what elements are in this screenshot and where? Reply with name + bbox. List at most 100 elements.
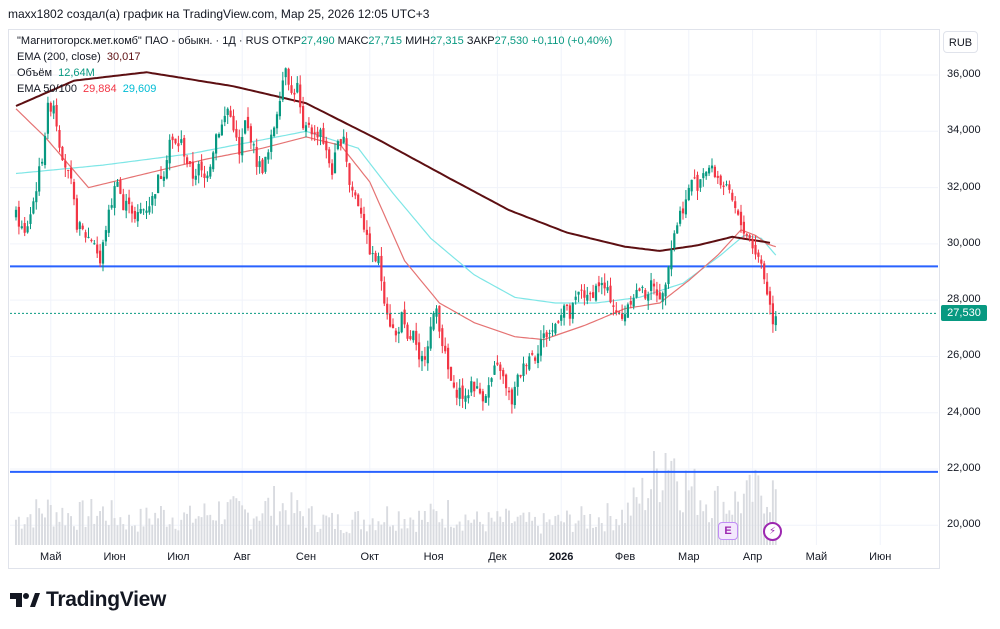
candle-body[interactable] — [510, 389, 513, 405]
candle-body[interactable] — [284, 68, 287, 78]
candle-body[interactable] — [310, 127, 313, 135]
candle-body[interactable] — [180, 139, 183, 143]
candle-body[interactable] — [505, 374, 508, 389]
candle-body[interactable] — [55, 104, 58, 127]
candle-body[interactable] — [52, 105, 55, 114]
candle-body[interactable] — [647, 294, 650, 301]
candle-body[interactable] — [623, 314, 627, 322]
candle-body[interactable] — [368, 233, 371, 255]
candle-body[interactable] — [64, 160, 67, 168]
candle-body[interactable] — [676, 225, 679, 234]
candle-body[interactable] — [638, 288, 641, 291]
candle-body[interactable] — [429, 326, 432, 349]
candle-body[interactable] — [655, 289, 658, 296]
candle-body[interactable] — [409, 336, 412, 340]
candle-body[interactable] — [194, 175, 197, 180]
candle-body[interactable] — [687, 187, 690, 200]
candle-body[interactable] — [673, 233, 676, 248]
candle-body[interactable] — [49, 103, 52, 112]
candle-body[interactable] — [110, 205, 113, 208]
candle-body[interactable] — [539, 339, 542, 356]
candle-body[interactable] — [70, 167, 73, 179]
candle-body[interactable] — [75, 198, 78, 230]
candle-body[interactable] — [476, 386, 479, 389]
candle-body[interactable] — [519, 374, 522, 377]
candle-body[interactable] — [583, 290, 586, 298]
candle-body[interactable] — [261, 159, 264, 174]
candle-body[interactable] — [107, 209, 110, 233]
candle-body[interactable] — [693, 177, 696, 179]
candle-body[interactable] — [432, 313, 435, 330]
candle-body[interactable] — [542, 333, 545, 338]
candle-body[interactable] — [644, 290, 647, 299]
candle-body[interactable] — [594, 285, 598, 301]
candle-body[interactable] — [412, 330, 415, 341]
candle-body[interactable] — [304, 125, 308, 132]
candle-body[interactable] — [467, 395, 470, 399]
candle-body[interactable] — [690, 179, 693, 192]
candle-body[interactable] — [763, 263, 766, 280]
candle-body[interactable] — [449, 366, 453, 381]
candle-body[interactable] — [275, 114, 279, 129]
candle-body[interactable] — [496, 362, 499, 365]
candle-body[interactable] — [345, 138, 348, 162]
candle-body[interactable] — [757, 252, 760, 257]
candle-body[interactable] — [14, 209, 18, 218]
candle-body[interactable] — [136, 212, 139, 222]
candle-body[interactable] — [299, 84, 302, 108]
candle-body[interactable] — [200, 161, 203, 171]
candle-body[interactable] — [171, 136, 174, 141]
candle-body[interactable] — [484, 396, 487, 403]
candle-body[interactable] — [354, 192, 357, 196]
candle-body[interactable] — [235, 128, 238, 138]
candle-body[interactable] — [391, 324, 395, 329]
candle-body[interactable] — [41, 161, 44, 164]
candle-body[interactable] — [754, 244, 757, 255]
candle-body[interactable] — [38, 166, 41, 192]
candle-body[interactable] — [333, 152, 337, 174]
candle-body[interactable] — [458, 387, 461, 399]
legend-ema200-row[interactable]: EMA (200, close) 30,017 — [17, 49, 612, 65]
candle-body[interactable] — [313, 132, 316, 135]
candle-body[interactable] — [742, 221, 745, 234]
candle-body[interactable] — [629, 301, 632, 305]
candle-body[interactable] — [597, 282, 600, 287]
candle-body[interactable] — [316, 131, 319, 138]
candle-body[interactable] — [362, 213, 366, 230]
dividend-event-icon[interactable]: ⚡ — [763, 522, 782, 541]
candle-body[interactable] — [148, 206, 151, 213]
candle-body[interactable] — [745, 234, 748, 236]
candle-body[interactable] — [104, 230, 107, 242]
candle-body[interactable] — [435, 308, 438, 317]
candle-body[interactable] — [217, 133, 221, 138]
candle-body[interactable] — [307, 122, 310, 125]
candle-body[interactable] — [522, 363, 525, 376]
candle-body[interactable] — [246, 116, 250, 129]
candle-body[interactable] — [357, 194, 360, 207]
candle-body[interactable] — [490, 378, 493, 382]
candle-body[interactable] — [568, 305, 571, 319]
candle-body[interactable] — [696, 174, 699, 191]
earnings-event-icon[interactable]: E — [718, 522, 738, 540]
candle-body[interactable] — [339, 139, 342, 146]
candle-body[interactable] — [684, 199, 687, 215]
candle-body[interactable] — [125, 200, 128, 211]
candle-body[interactable] — [681, 208, 685, 214]
candle-body[interactable] — [481, 391, 484, 402]
candle-body[interactable] — [29, 214, 32, 224]
candle-body[interactable] — [374, 252, 377, 262]
candle-body[interactable] — [23, 222, 26, 233]
candle-body[interactable] — [571, 303, 574, 319]
candle-body[interactable] — [209, 166, 212, 177]
candle-body[interactable] — [618, 311, 621, 313]
candle-body[interactable] — [165, 160, 168, 179]
candle-body[interactable] — [548, 332, 551, 334]
candle-body[interactable] — [507, 390, 511, 393]
candle-body[interactable] — [365, 229, 368, 235]
candle-body[interactable] — [592, 292, 595, 298]
candle-body[interactable] — [61, 146, 64, 161]
candle-body[interactable] — [206, 175, 209, 179]
symbol-name[interactable]: "Магнитогорск.мет.комб" ПАО - обыкн. · 1… — [17, 35, 269, 47]
candle-body[interactable] — [325, 140, 328, 151]
candle-body[interactable] — [302, 106, 305, 129]
